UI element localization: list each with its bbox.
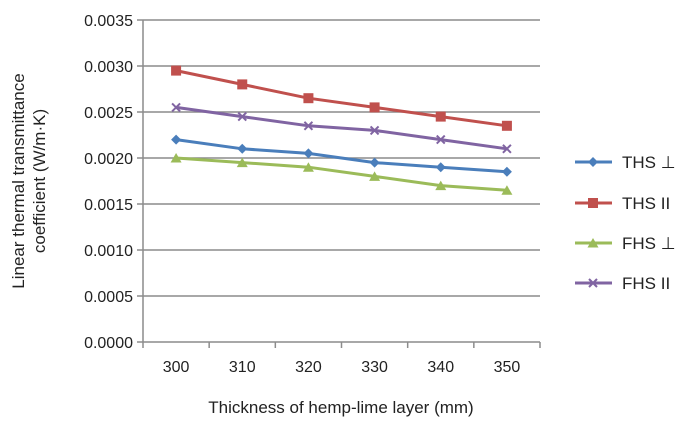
x-mark-stroke xyxy=(588,278,598,288)
y-axis-label: Linear thermal transmittance coefficient… xyxy=(9,73,49,288)
legend-label: FHS ⊥ xyxy=(622,234,676,253)
series-line xyxy=(175,105,508,151)
series-line xyxy=(175,69,508,128)
data-point-square xyxy=(303,93,314,104)
data-point-x xyxy=(237,111,247,122)
legend-label: FHS II xyxy=(622,274,670,293)
y-tick-label: 0.0000 xyxy=(84,335,133,352)
data-point-triangle xyxy=(587,238,599,248)
y-tick-label: 0.0010 xyxy=(84,243,133,260)
data-point-x xyxy=(588,278,598,288)
gridlines xyxy=(137,19,541,348)
data-point-square xyxy=(237,79,248,90)
x-tick-labels: 300 310 320 330 340 350 xyxy=(163,359,521,376)
y-tick-label: 0.0020 xyxy=(84,151,133,168)
data-point-x xyxy=(502,144,512,154)
y-axis-label-line-1: Linear thermal transmittance xyxy=(9,73,28,288)
x-tick-label: 300 xyxy=(163,359,190,376)
data-point-diamond xyxy=(237,143,248,154)
data-point-square xyxy=(501,120,512,131)
x-tick-label: 320 xyxy=(295,359,322,376)
series-line xyxy=(175,138,508,174)
x-mark-stroke xyxy=(369,125,380,136)
series-triangle xyxy=(170,153,513,195)
x-mark-stroke xyxy=(436,134,446,145)
data-point-x xyxy=(171,102,181,113)
y-tick-label: 0.0030 xyxy=(84,59,133,76)
x-mark-stroke xyxy=(303,121,314,131)
legend-item: FHS II xyxy=(575,274,670,293)
x-tick-label: 310 xyxy=(229,359,256,376)
x-axis-label: Thickness of hemp-lime layer (mm) xyxy=(208,398,473,417)
y-tick-label: 0.0005 xyxy=(84,289,133,306)
y-tick-labels: 0.0000 0.0005 0.0010 0.0015 0.0020 0.0025 0.00… xyxy=(84,13,133,352)
data-point-square xyxy=(588,198,598,208)
series-diamond xyxy=(171,134,512,177)
data-point-triangle xyxy=(369,171,381,181)
series-square xyxy=(171,65,512,131)
legend-label: THS II xyxy=(622,194,670,213)
data-point-x xyxy=(303,121,314,131)
x-tick-label: 350 xyxy=(494,359,521,376)
data-point-triangle xyxy=(236,157,248,168)
y-tick-label: 0.0035 xyxy=(84,13,133,30)
series-group xyxy=(170,65,513,195)
data-point-diamond xyxy=(171,134,182,145)
series-x xyxy=(171,102,512,154)
x-mark-stroke xyxy=(237,111,247,122)
x-tick-label: 330 xyxy=(361,359,388,376)
data-point-diamond xyxy=(435,162,446,173)
y-tick-label: 0.0015 xyxy=(84,197,133,214)
data-point-square xyxy=(171,65,182,76)
legend-label: THS ⊥ xyxy=(622,153,676,172)
data-point-x xyxy=(436,134,446,145)
legend-item: THS ⊥ xyxy=(575,153,676,172)
data-point-triangle xyxy=(170,153,182,163)
data-point-x xyxy=(369,125,380,136)
data-point-triangle xyxy=(302,162,314,172)
legend: THS ⊥ THS II FHS ⊥ FHS II xyxy=(575,153,676,293)
y-tick-label: 0.0025 xyxy=(84,105,133,122)
series-line xyxy=(175,156,508,192)
data-point-diamond xyxy=(588,157,598,167)
data-point-triangle xyxy=(435,180,447,191)
data-point-square xyxy=(435,111,446,122)
data-point-diamond xyxy=(501,166,512,177)
legend-item: FHS ⊥ xyxy=(575,234,676,253)
x-mark-stroke xyxy=(171,102,181,113)
data-point-diamond xyxy=(369,157,380,168)
x-tick-label: 340 xyxy=(427,359,454,376)
legend-item: THS II xyxy=(575,194,670,213)
data-point-triangle xyxy=(501,185,513,195)
data-point-diamond xyxy=(303,148,314,159)
data-point-square xyxy=(369,102,380,113)
x-mark-stroke xyxy=(502,144,512,154)
y-axis-label-line-2: coefficient (W/m·K) xyxy=(30,109,49,253)
